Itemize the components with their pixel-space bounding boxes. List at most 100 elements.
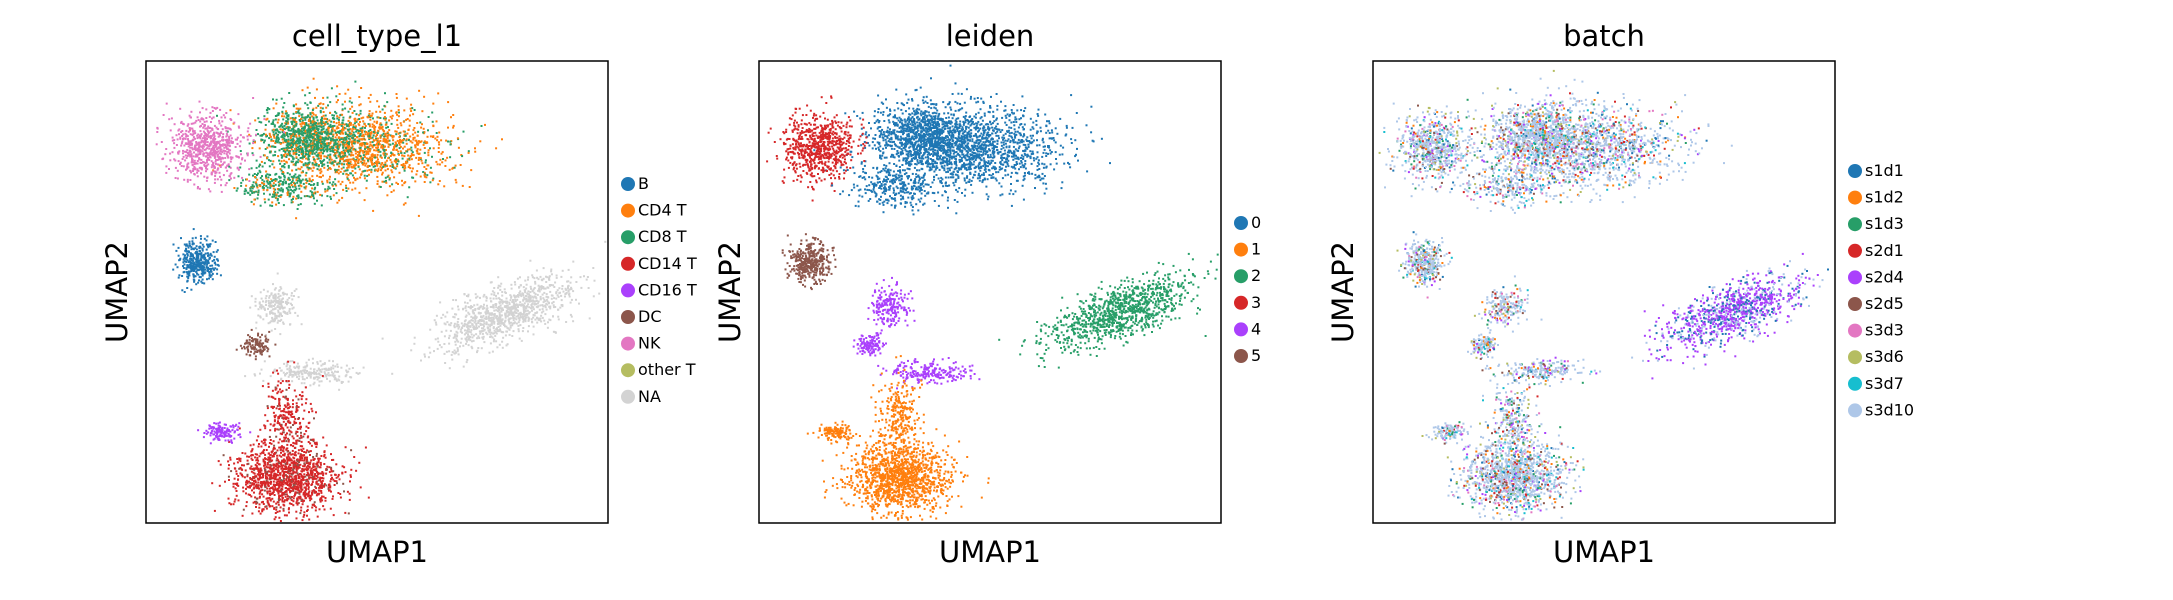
data-point [224,139,227,142]
data-point [302,163,305,166]
data-point [306,149,309,152]
data-point [283,163,286,165]
data-point [312,163,315,166]
data-point [316,147,319,150]
data-point [333,375,336,378]
data-point [191,253,194,256]
data-point [353,139,356,142]
data-point [309,469,312,472]
data-point [275,299,278,302]
data-point [395,149,398,151]
data-point [329,157,332,160]
data-point [204,142,207,144]
data-point [320,129,323,132]
data-point [263,360,266,363]
data-point [338,199,341,202]
data-point [317,459,320,462]
data-point [178,274,181,277]
data-point [197,153,200,156]
data-point [299,120,302,123]
data-point [295,120,298,123]
data-point [186,152,189,154]
data-point [280,414,283,417]
data-point [367,496,370,499]
data-point [389,134,392,137]
data-point [282,321,285,324]
data-point [309,128,312,131]
data-point [223,144,226,147]
data-point [252,338,255,341]
data-point [186,180,189,183]
data-point [185,244,188,247]
data-point [210,267,213,270]
data-point [186,252,189,255]
data-point [209,142,212,144]
data-point [319,137,322,140]
data-point [275,203,278,206]
data-point [381,180,384,183]
data-point [423,174,426,177]
data-point [269,312,272,315]
data-point [396,163,399,165]
data-point [320,176,322,179]
data-point [250,190,253,193]
data-point [195,267,198,270]
data-point [375,146,378,149]
data-point [283,292,286,295]
data-point [300,370,303,373]
data-point [195,119,198,122]
data-point [211,152,214,155]
data-point [420,126,423,129]
data-point [222,163,224,166]
data-point [349,150,352,153]
data-point [349,181,352,184]
data-point [408,119,411,122]
data-point [208,154,211,157]
data-point [171,151,174,154]
data-point [282,427,285,430]
data-point [315,375,318,378]
data-point [208,257,211,260]
data-point [318,368,321,371]
data-point [308,518,311,521]
data-point [255,348,258,351]
data-point [327,134,330,137]
data-point [274,328,277,330]
data-point [396,158,399,161]
data-point [346,176,349,179]
data-point [271,477,274,480]
data-point [286,125,289,128]
data-point [378,105,380,108]
data-point [212,141,215,144]
data-point [325,128,328,131]
data-point [205,266,208,269]
data-point [197,119,200,121]
data-point [186,149,189,152]
data-point [183,263,186,266]
data-point [213,262,216,264]
data-point [244,375,247,378]
data-point [256,339,259,342]
data-point [200,133,203,136]
data-point [269,145,272,148]
data-point [274,298,277,301]
data-point [262,288,265,291]
data-point [292,504,295,507]
data-point [470,169,473,172]
data-point [276,315,279,318]
data-point [254,341,257,344]
data-point [357,372,360,375]
data-point [266,107,269,109]
data-point [263,183,266,186]
data-point [263,118,266,121]
data-point [417,153,420,155]
data-point [347,88,350,91]
data-point [270,442,273,445]
data-point [275,135,278,138]
data-point [285,312,287,315]
data-point [294,142,297,145]
data-point [265,449,268,451]
data-point [365,187,368,190]
data-point [408,158,411,161]
data-point [285,110,288,113]
